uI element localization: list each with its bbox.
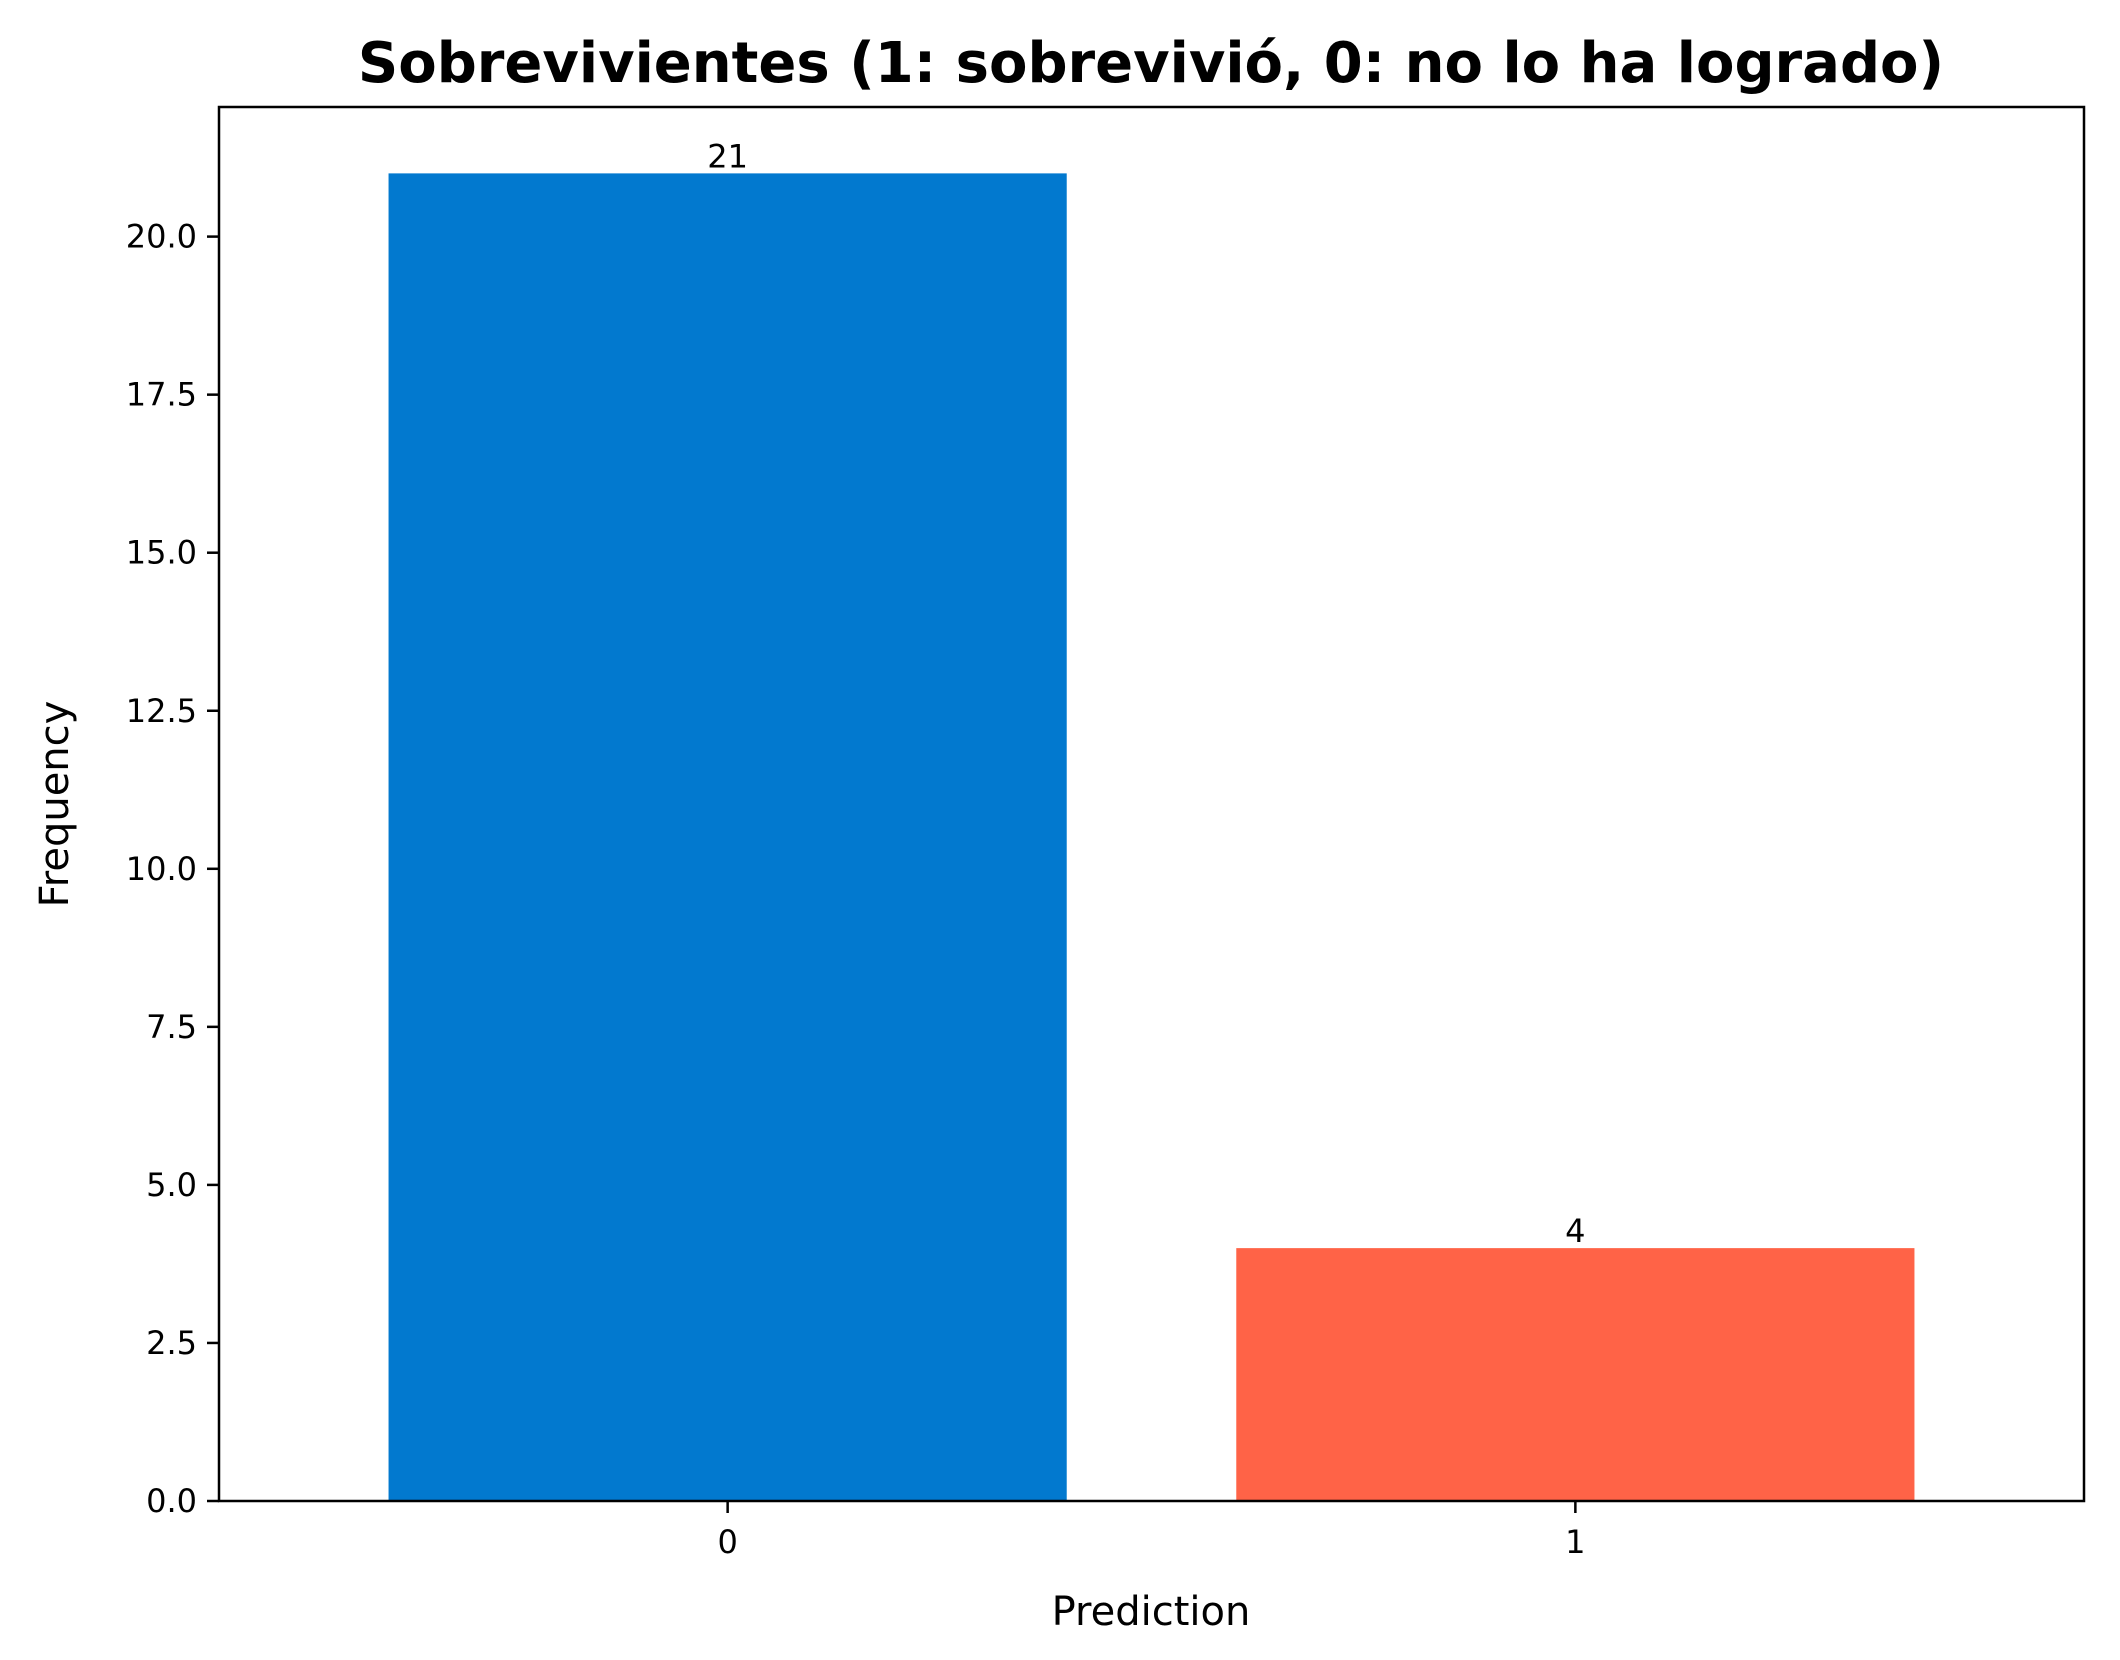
chart-title: Sobrevivientes (1: sobrevivió, 0: no lo …	[358, 31, 1944, 96]
bar-0	[388, 173, 1067, 1501]
y-tick-label: 17.5	[126, 376, 197, 414]
plot-area-frame	[217, 105, 2086, 1503]
y-tick-label: 15.0	[126, 534, 197, 572]
data-label-0: 21	[707, 137, 748, 175]
x-tick-label: 0	[717, 1523, 737, 1561]
bar-1	[1236, 1248, 1915, 1501]
y-tick-label: 7.5	[146, 1008, 197, 1046]
x-tick-label: 1	[1565, 1523, 1585, 1561]
x-axis-label: Prediction	[1052, 1589, 1251, 1635]
y-tick-label: 10.0	[126, 850, 197, 888]
y-tick-label: 20.0	[126, 218, 197, 256]
bars-layer	[388, 173, 1915, 1501]
y-axis: 0.0 2.5 5.0 7.5 10.0 12.5 15.0 17.5 20.0	[126, 218, 219, 1520]
y-tick-label: 0.0	[146, 1482, 197, 1520]
y-axis-label: Frequency	[32, 701, 78, 908]
data-label-1: 4	[1565, 1212, 1585, 1250]
y-tick-label: 2.5	[146, 1324, 197, 1362]
data-labels-layer: 21 4	[707, 137, 1585, 1250]
y-tick-label: 12.5	[126, 692, 197, 730]
y-tick-label: 5.0	[146, 1166, 197, 1204]
